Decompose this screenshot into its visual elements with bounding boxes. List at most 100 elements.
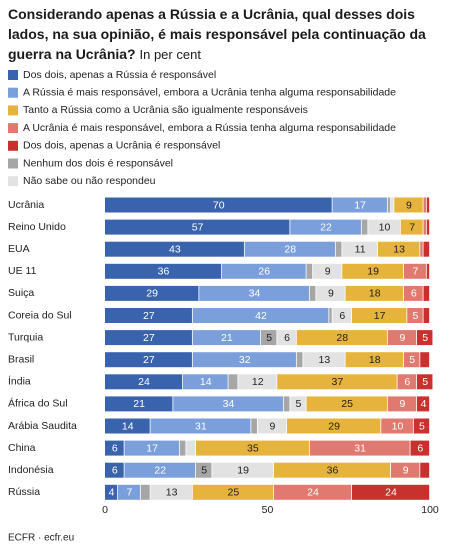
bar-segment — [212, 462, 274, 478]
bar-segment — [199, 285, 309, 301]
legend-label: A Ucrânia é mais responsável, embora a R… — [23, 122, 396, 134]
value-label: 21 — [221, 332, 233, 344]
bar-segment — [309, 285, 316, 301]
bar-segment — [423, 241, 430, 257]
bar-segment — [404, 263, 426, 279]
value-label: 5 — [422, 332, 428, 344]
bar-segment — [329, 308, 332, 323]
value-label: 7 — [409, 221, 415, 233]
y-tick-label: UE 11 — [8, 265, 37, 277]
bar-segment — [105, 219, 290, 235]
value-label: 25 — [228, 487, 240, 499]
value-label: 26 — [258, 266, 270, 278]
value-label: 21 — [133, 398, 145, 410]
legend-swatch — [8, 140, 18, 151]
value-label: 6 — [112, 442, 118, 454]
value-label: 24 — [385, 487, 397, 499]
bar-segment — [196, 440, 309, 456]
bar-segment — [186, 440, 196, 456]
legend-label: Dos dois, apenas a Rússia é responsável — [23, 69, 216, 81]
bar-segment — [105, 484, 118, 500]
value-label: 9 — [328, 288, 334, 300]
bar-segment — [277, 330, 296, 346]
value-label: 4 — [421, 398, 427, 410]
legend-label: Tanto a Rússia como a Ucrânia são igualm… — [23, 104, 308, 116]
value-label: 5 — [409, 354, 415, 366]
y-tick-label: EUA — [8, 243, 30, 255]
value-label: 13 — [166, 487, 178, 499]
value-label: 36 — [327, 464, 339, 476]
value-label: 5 — [419, 420, 425, 432]
value-label: 9 — [399, 332, 405, 344]
value-label: 36 — [158, 266, 170, 278]
value-label: 28 — [284, 243, 296, 255]
bar-segment — [257, 418, 287, 434]
bar-segment — [387, 197, 391, 213]
bar-segment — [313, 263, 342, 279]
value-label: 31 — [354, 442, 366, 454]
bar-segment — [238, 374, 277, 390]
value-label: 13 — [319, 354, 331, 366]
value-label: 5 — [295, 398, 301, 410]
bar-segment — [420, 352, 430, 368]
bar-segment — [251, 418, 257, 434]
bar-segment — [345, 285, 404, 301]
y-tick-label: Coreia do Sul — [8, 309, 72, 321]
value-label: 18 — [369, 354, 381, 366]
legend-swatch — [8, 105, 18, 116]
source: ECFR · ecfr.eu — [8, 533, 74, 544]
value-label: 12 — [252, 376, 264, 388]
value-label: 9 — [403, 464, 409, 476]
bar-segment — [196, 462, 212, 478]
bar-segment — [183, 374, 228, 390]
y-tick-label: Indonésia — [8, 464, 54, 476]
value-label: 24 — [307, 487, 319, 499]
y-tick-label: Suiça — [8, 287, 34, 299]
value-label: 31 — [195, 420, 207, 432]
value-label: 10 — [392, 420, 404, 432]
y-tick-label: Brasil — [8, 353, 34, 365]
value-label: 29 — [146, 288, 158, 300]
bar-segment — [342, 241, 378, 257]
y-tick-label: Arábia Saudita — [8, 420, 77, 432]
subtitle: In per cent — [139, 47, 201, 62]
value-label: 6 — [284, 332, 290, 344]
value-label: 7 — [126, 487, 132, 499]
bar-segment — [391, 462, 420, 478]
y-tick-label: China — [8, 442, 36, 454]
bar-segment — [420, 241, 423, 257]
title-text: Considerando apenas a Rússia e a Ucrânia… — [8, 6, 426, 62]
legend-label: A Rússia é mais responsável, embora a Uc… — [23, 86, 396, 98]
bar-segment — [105, 241, 244, 257]
bar-segment — [140, 484, 150, 500]
value-label: 6 — [112, 464, 118, 476]
value-label: 27 — [143, 332, 155, 344]
bar-segment — [397, 374, 417, 390]
y-tick-label: Ucrânia — [8, 199, 44, 211]
bar-segment — [173, 396, 283, 412]
bar-segment — [150, 484, 192, 500]
y-tick-label: África do Sul — [8, 397, 68, 410]
x-tick-label: 50 — [262, 504, 274, 516]
bar-segment — [426, 197, 430, 213]
bar-segment — [352, 484, 430, 500]
value-label: 17 — [354, 199, 366, 211]
value-label: 19 — [237, 464, 249, 476]
bar-segment — [342, 263, 404, 279]
bar-segment — [426, 263, 430, 279]
value-label: 6 — [404, 376, 410, 388]
bar-segment — [413, 418, 430, 434]
bar-segment — [118, 484, 140, 500]
value-label: 28 — [336, 332, 348, 344]
value-label: 13 — [393, 243, 405, 255]
bar-segment — [410, 440, 430, 456]
bar-segment — [309, 440, 410, 456]
legend-swatch — [8, 176, 18, 187]
value-label: 5 — [412, 310, 418, 322]
bar-segment — [391, 197, 394, 213]
bar-segment — [404, 352, 420, 368]
value-label: 5 — [266, 332, 272, 344]
bar-segment — [316, 285, 345, 301]
bar-segment — [423, 219, 426, 235]
bar-segment — [192, 484, 274, 500]
